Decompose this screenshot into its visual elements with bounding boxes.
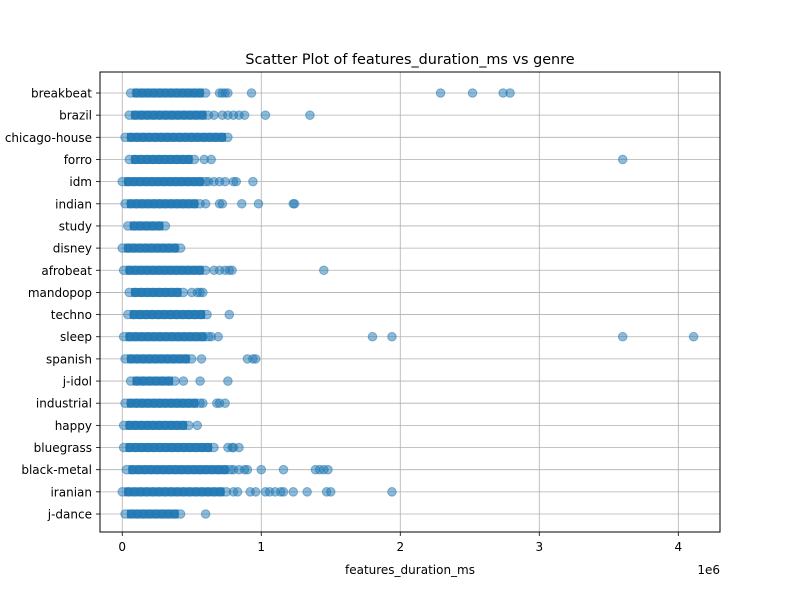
y-tick-label: j-dance (47, 508, 92, 522)
data-point (232, 487, 243, 497)
y-tick-label: idm (69, 175, 92, 189)
plot-frame (99, 71, 721, 533)
y-tick-label: brazil (59, 109, 92, 123)
y-tick-label: sleep (60, 330, 92, 344)
data-point (200, 265, 211, 276)
data-point (224, 309, 235, 320)
data-point (192, 420, 203, 431)
data-point (200, 509, 211, 519)
data-point (213, 331, 223, 342)
y-tick-label: spanish (46, 352, 92, 366)
data-point (302, 487, 312, 497)
data-point (223, 88, 233, 98)
data-point (160, 221, 171, 231)
data-point (505, 88, 515, 98)
data-point (387, 487, 397, 497)
y-tick-label: black-metal (21, 463, 92, 477)
data-point (231, 176, 242, 187)
y-tick-label: iranian (50, 485, 92, 499)
data-point (234, 442, 244, 453)
data-point (178, 376, 189, 386)
data-point (220, 176, 230, 187)
x-tick-label: 1 (257, 540, 265, 554)
data-point (223, 376, 233, 386)
data-point (200, 88, 211, 98)
data-point (227, 265, 237, 276)
x-tick-label: 4 (674, 540, 682, 554)
chart-title: Scatter Plot of features_duration_ms vs … (245, 52, 574, 68)
data-point (253, 198, 264, 209)
y-tick-label: study (59, 219, 92, 233)
x-axis-offset-label: 1e6 (697, 563, 720, 577)
data-point (260, 110, 271, 120)
data-point (178, 287, 189, 298)
data-point (239, 110, 250, 120)
x-tick-label: 2 (396, 540, 404, 554)
data-point (198, 398, 208, 409)
data-point (220, 398, 230, 409)
data-point (175, 509, 186, 519)
data-point (195, 376, 205, 386)
data-point (367, 331, 378, 342)
y-tick-label: afrobeat (41, 264, 92, 278)
y-tick-label: industrial (36, 397, 92, 411)
data-point (186, 354, 197, 364)
y-tick-label: j-idol (62, 375, 92, 389)
data-point (387, 331, 397, 342)
data-point (688, 331, 699, 342)
data-point (323, 464, 333, 475)
data-point (278, 464, 289, 475)
data-point (325, 487, 336, 497)
data-point (198, 287, 208, 298)
y-tick-label: breakbeat (31, 87, 92, 101)
data-point (250, 487, 261, 497)
data-point (209, 110, 219, 120)
data-point (256, 464, 267, 475)
data-point (170, 376, 180, 386)
y-tick-label: disney (53, 242, 92, 256)
data-point (217, 198, 228, 209)
data-point (200, 198, 211, 209)
data-point (289, 198, 300, 209)
data-point (236, 198, 247, 209)
data-point (202, 309, 212, 320)
x-tick-label: 3 (535, 540, 543, 554)
y-tick-label: happy (55, 419, 92, 433)
data-point (278, 487, 289, 497)
data-point (189, 154, 200, 165)
data-points (117, 88, 699, 519)
data-point (175, 243, 186, 253)
x-axis-title: features_duration_ms (345, 563, 475, 577)
data-point (248, 176, 258, 187)
y-tick-label: bluegrass (34, 441, 92, 455)
data-point (250, 354, 261, 364)
y-tick-label: indian (55, 197, 92, 211)
data-point (206, 154, 217, 165)
data-point (288, 487, 299, 497)
data-point (467, 88, 478, 98)
data-point (246, 88, 257, 98)
y-tick-label: chicago-house (5, 131, 92, 145)
x-tick-label: 0 (118, 540, 126, 554)
axis-ticks: 0 1 2 3 4 breakbeat brazil chicago-house forro id… (5, 87, 682, 555)
data-point (617, 154, 628, 165)
data-point (196, 354, 207, 364)
data-point (242, 464, 253, 475)
data-point (223, 132, 233, 143)
y-tick-label: mandopop (28, 286, 92, 300)
data-point (305, 110, 315, 120)
y-tick-label: forro (64, 153, 92, 167)
y-tick-label: techno (51, 308, 92, 322)
data-point (184, 420, 194, 431)
data-point (617, 331, 628, 342)
data-point (209, 442, 219, 453)
data-point (435, 88, 446, 98)
data-point (319, 265, 329, 276)
